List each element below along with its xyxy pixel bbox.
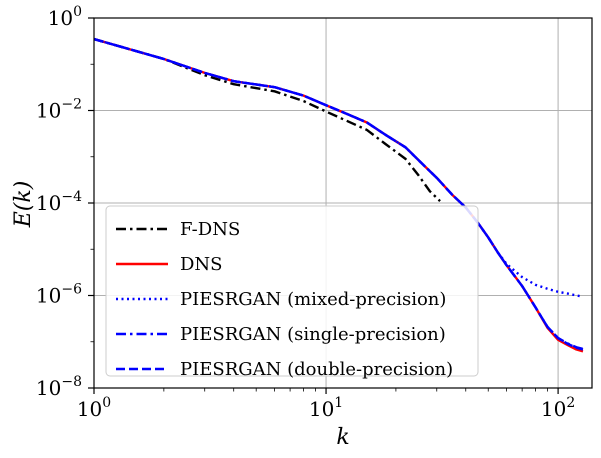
y-tick-label-base: 10	[36, 284, 61, 308]
legend-label: F-DNS	[180, 219, 240, 240]
legend-entries: F-DNS DNS PIESRGAN (mixed-precision) PIESRG…	[116, 219, 453, 380]
x-tick-label-exp: 1	[334, 395, 343, 411]
legend-label: PIESRGAN (mixed-precision)	[180, 289, 446, 310]
y-tick-label-base: 10	[48, 6, 73, 30]
y-tick-label: 100	[48, 4, 82, 30]
y-tick-label: 10−4	[36, 189, 82, 215]
y-tick-label-exp: −6	[61, 282, 82, 298]
legend-box	[105, 205, 479, 377]
series-line-piesrgan-single-precision	[93, 37, 584, 351]
x-tick-label-base: 10	[77, 397, 102, 421]
x-tick-label: 100	[77, 395, 111, 421]
x-tick-label-exp: 2	[566, 395, 575, 411]
legend-label: PIESRGAN (double-precision)	[180, 359, 453, 380]
y-tick-label-base: 10	[36, 376, 61, 400]
legend-label: DNS	[180, 254, 223, 275]
y-tick-label: 10−6	[36, 282, 82, 308]
x-tick-label: 102	[541, 395, 575, 421]
y-tick-label-exp: −8	[61, 374, 82, 390]
y-axis-label: E(k)	[11, 181, 36, 229]
x-tick-label-base: 10	[309, 397, 334, 421]
x-tick-label-base: 10	[541, 397, 566, 421]
y-tick-label: 10−8	[36, 374, 82, 400]
series-line-f-dns	[93, 37, 441, 202]
y-tick-label: 10−2	[36, 97, 82, 123]
legend-label: PIESRGAN (single-precision)	[180, 324, 446, 345]
y-tick-label-exp: −2	[61, 97, 82, 113]
legend: F-DNS DNS PIESRGAN (mixed-precision) PIESRG…	[105, 205, 479, 380]
x-tick-label: 101	[309, 395, 343, 421]
series-lines	[93, 37, 584, 353]
y-tick-label-base: 10	[36, 191, 61, 215]
y-tick-label-base: 10	[36, 99, 61, 123]
x-axis-label: k	[336, 425, 349, 450]
y-tick-label-exp: 0	[73, 4, 82, 20]
x-tick-label-exp: 0	[102, 395, 111, 411]
y-tick-label-exp: −4	[61, 189, 82, 205]
